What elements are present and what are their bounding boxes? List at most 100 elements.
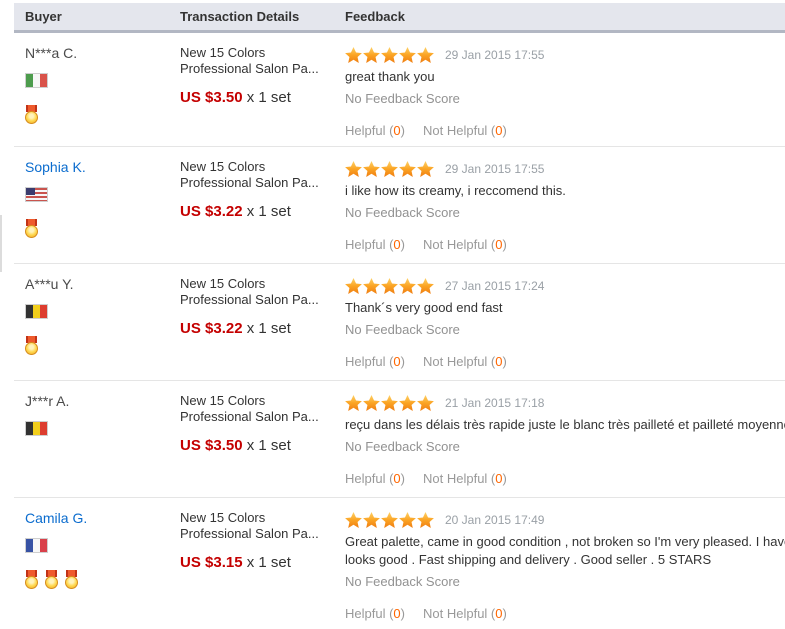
medal-icons (25, 105, 180, 124)
star-icon (345, 277, 362, 294)
product-title: New 15 Colors Professional Salon Pa... (180, 510, 330, 542)
no-feedback-score: No Feedback Score (345, 322, 460, 337)
helpful-link[interactable]: Helpful 0 (345, 606, 405, 621)
transaction-cell: New 15 Colors Professional Salon Pa... U… (180, 276, 345, 380)
star-rating (345, 511, 435, 528)
star-icon (381, 160, 398, 177)
buyer-name: N***a C. (25, 45, 78, 61)
feedback-actions: Helpful 0 Not Helpful 0 (345, 123, 785, 138)
not-helpful-link[interactable]: Not Helpful 0 (423, 606, 507, 621)
product-title: New 15 Colors Professional Salon Pa... (180, 276, 330, 308)
star-icon (381, 46, 398, 63)
feedback-comment: Thank´s very good end fast (345, 299, 785, 317)
star-icon (345, 160, 362, 177)
helpful-link[interactable]: Helpful 0 (345, 237, 405, 252)
feedback-row: N***a C. New 15 Colors Professional Salo… (14, 33, 785, 147)
quantity: x 1 set (242, 89, 291, 106)
star-icon (399, 511, 416, 528)
helpful-link[interactable]: Helpful 0 (345, 123, 405, 138)
star-icon (345, 394, 362, 411)
product-title-line2: Professional Salon Pa... (180, 526, 319, 541)
helpful-link[interactable]: Helpful 0 (345, 354, 405, 369)
feedback-comment: great thank you (345, 68, 785, 86)
feedback-comment: reçu dans les délais très rapide juste l… (345, 416, 785, 434)
quantity: x 1 set (242, 554, 291, 571)
star-rating (345, 394, 435, 411)
viewport-edge-artifact (0, 215, 2, 272)
no-feedback-score: No Feedback Score (345, 91, 460, 106)
country-flag-icon (25, 421, 48, 436)
not-helpful-count: 0 (491, 354, 507, 369)
feedback-row: A***u Y. New 15 Colors Professional Salo… (14, 264, 785, 381)
star-icon (399, 46, 416, 63)
feedback-date: 21 Jan 2015 17:18 (445, 395, 545, 410)
feedback-actions: Helpful 0 Not Helpful 0 (345, 237, 785, 252)
product-title-line1: New 15 Colors (180, 393, 266, 408)
not-helpful-link[interactable]: Not Helpful 0 (423, 354, 507, 369)
star-icon (381, 394, 398, 411)
price-line: US $3.22 x 1 set (180, 320, 345, 337)
feedback-row: Sophia K. New 15 Colors Professional Sal… (14, 147, 785, 264)
star-rating-row: 29 Jan 2015 17:55 (345, 46, 785, 63)
star-icon (417, 160, 434, 177)
price: US $3.50 (180, 437, 243, 454)
medal-icon (65, 570, 78, 589)
quantity: x 1 set (242, 203, 291, 220)
quantity: x 1 set (242, 320, 291, 337)
feedback-cell: 27 Jan 2015 17:24 Thank´s very good end … (345, 276, 785, 380)
feedback-date: 27 Jan 2015 17:24 (445, 278, 545, 293)
product-title-line1: New 15 Colors (180, 45, 266, 60)
column-header-buyer: Buyer (25, 9, 62, 24)
feedback-row: J***r A. New 15 Colors Professional Salo… (14, 381, 785, 498)
medal-icons (25, 219, 180, 238)
column-header-feedback: Feedback (345, 9, 405, 24)
feedback-comment-line: Great palette, came in good condition , … (345, 534, 785, 549)
star-rating-row: 29 Jan 2015 17:55 (345, 160, 785, 177)
feedback-comment: i like how its creamy, i reccomend this. (345, 182, 785, 200)
feedback-date: 29 Jan 2015 17:55 (445, 161, 545, 176)
buyer-name-link[interactable]: Sophia K. (25, 159, 86, 175)
star-icon (399, 160, 416, 177)
star-icon (363, 511, 380, 528)
medal-icon (25, 570, 38, 589)
star-icon (399, 394, 416, 411)
no-feedback-score: No Feedback Score (345, 205, 460, 220)
not-helpful-link[interactable]: Not Helpful 0 (423, 123, 507, 138)
medal-icon (25, 336, 38, 355)
price: US $3.15 (180, 554, 243, 571)
not-helpful-count: 0 (491, 237, 507, 252)
feedback-date: 20 Jan 2015 17:49 (445, 512, 545, 527)
helpful-count: 0 (389, 471, 405, 486)
not-helpful-count: 0 (491, 471, 507, 486)
feedback-comment: Great palette, came in good condition , … (345, 533, 785, 569)
buyer-name: J***r A. (25, 393, 70, 409)
medal-icons (25, 336, 180, 355)
product-title: New 15 Colors Professional Salon Pa... (180, 45, 330, 77)
not-helpful-link[interactable]: Not Helpful 0 (423, 237, 507, 252)
buyer-cell: Sophia K. (25, 159, 180, 263)
feedback-comment-line: great thank you (345, 69, 435, 84)
buyer-name-link[interactable]: Camila G. (25, 510, 88, 526)
helpful-link[interactable]: Helpful 0 (345, 471, 405, 486)
feedback-date: 29 Jan 2015 17:55 (445, 47, 545, 62)
feedback-actions: Helpful 0 Not Helpful 0 (345, 606, 785, 621)
star-rating-row: 27 Jan 2015 17:24 (345, 277, 785, 294)
buyer-cell: Camila G. (25, 510, 180, 627)
not-helpful-link[interactable]: Not Helpful 0 (423, 471, 507, 486)
column-header-transaction: Transaction Details (180, 9, 300, 24)
star-icon (399, 277, 416, 294)
medal-icon (45, 570, 58, 589)
buyer-cell: A***u Y. (25, 276, 180, 380)
star-icon (363, 160, 380, 177)
price: US $3.50 (180, 89, 243, 106)
helpful-count: 0 (389, 123, 405, 138)
product-title-line2: Professional Salon Pa... (180, 175, 319, 190)
no-feedback-score: No Feedback Score (345, 574, 460, 589)
product-title-line1: New 15 Colors (180, 276, 266, 291)
star-icon (363, 46, 380, 63)
country-flag-icon (25, 73, 48, 88)
price: US $3.22 (180, 203, 243, 220)
feedback-table: Buyer Transaction Details Feedback N***a… (14, 3, 785, 627)
country-flag-icon (25, 304, 48, 319)
star-icon (381, 511, 398, 528)
